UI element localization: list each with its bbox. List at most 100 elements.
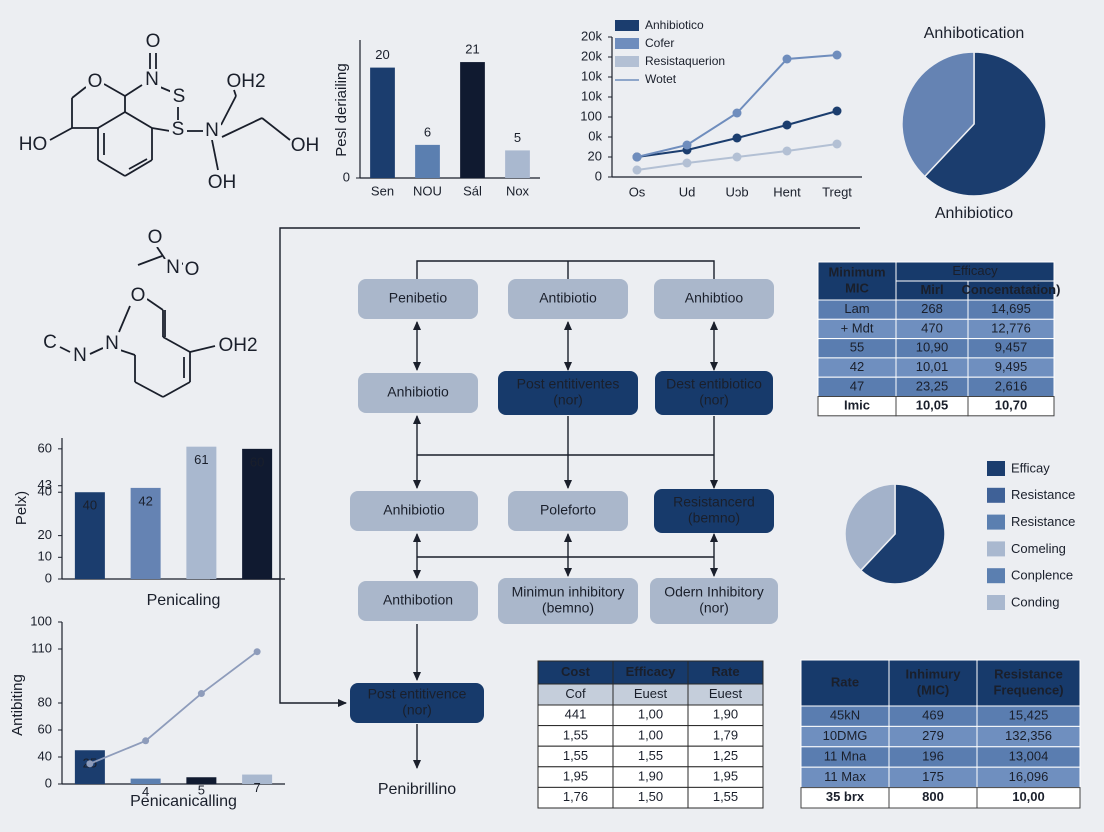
- table-cell-text: 11 Mna: [824, 748, 867, 763]
- line-point: [142, 737, 150, 745]
- bar: [242, 448, 273, 579]
- table-cell-text: 10,70: [995, 398, 1028, 413]
- bar: [186, 446, 217, 579]
- flow-node-label: Post entitiventes: [517, 376, 620, 392]
- series-point: [732, 108, 742, 118]
- x-tick-label: NOU: [413, 183, 442, 198]
- y-tick-label: 20k: [581, 28, 602, 43]
- series-point: [782, 120, 792, 130]
- bond: [162, 336, 191, 353]
- y-tick-label: 0k: [588, 128, 602, 143]
- line-point: [197, 690, 205, 698]
- table-cell-text: 1,79: [713, 727, 738, 742]
- bar: [460, 62, 485, 178]
- table-cell-text: Concentatation): [962, 282, 1061, 297]
- x-axis-label: Penicaling: [147, 592, 221, 609]
- table-cell-text: Euest: [709, 686, 743, 701]
- flow-node-label: Anhibiotio: [383, 502, 445, 518]
- pie-slice: [923, 51, 1047, 197]
- atom-backdrop: [213, 174, 231, 192]
- y-tick-label: 43: [38, 477, 52, 492]
- table-cell-text: 35 brx: [826, 789, 865, 804]
- atom-backdrop: [229, 337, 247, 355]
- table-cell-text: 1,55: [563, 748, 588, 763]
- table-cell-text: Lam: [844, 301, 869, 316]
- x-tick-label: Tregt: [822, 184, 852, 199]
- y-tick-label: 110: [31, 640, 52, 655]
- x-tick-label: Os: [629, 184, 646, 199]
- table-cell-text: 16,096: [1009, 769, 1049, 784]
- atom-label: OH2: [226, 71, 265, 92]
- atom-backdrop: [129, 287, 147, 305]
- y-tick-label: 40: [38, 484, 52, 499]
- table-cell-text: 800: [922, 789, 944, 804]
- y-tick-label: 0: [45, 570, 52, 585]
- connector: [279, 227, 860, 707]
- series-point: [832, 106, 842, 116]
- table-cell-text: + Mdt: [841, 320, 874, 335]
- series-point: [682, 140, 692, 150]
- bar-value-label: 42: [138, 493, 152, 508]
- bar-value-label: 4: [142, 784, 149, 799]
- flow-node: [654, 279, 774, 319]
- legend-swatch: [987, 461, 1005, 476]
- atom-label: N: [105, 333, 119, 354]
- table-cell-text: 47: [850, 378, 864, 393]
- bond: [118, 305, 131, 333]
- y-tick-label: 0: [343, 169, 350, 184]
- bond: [124, 84, 143, 97]
- flow-node-label: Anhibiotio: [387, 384, 449, 400]
- atom-backdrop: [203, 122, 221, 140]
- legend-label: Conding: [1011, 594, 1059, 609]
- table-cell-text: Resistance: [994, 666, 1063, 681]
- table-cell-text: Cof: [565, 686, 586, 701]
- flow-node-label: (nor): [699, 392, 729, 408]
- table-cell-text: 268: [921, 301, 943, 316]
- atom-backdrop: [41, 334, 59, 352]
- table-cell-text: 9,495: [995, 359, 1028, 374]
- x-tick-label: Ud: [679, 184, 696, 199]
- table-cell-text: 469: [922, 708, 944, 723]
- atom-label: HO: [19, 134, 48, 155]
- flow-node: [358, 279, 478, 319]
- table-cell-text: Efficacy: [626, 664, 677, 679]
- bar: [130, 487, 161, 579]
- table-cell-text: 1,90: [638, 769, 663, 784]
- table-cell-text: Mirl: [920, 282, 943, 297]
- flow-node: [498, 578, 638, 624]
- flow-node: [508, 279, 628, 319]
- atom-label: N: [145, 69, 159, 90]
- bar-value-label: 40: [83, 498, 97, 513]
- y-tick-label: 40: [38, 748, 52, 763]
- bond: [261, 117, 291, 141]
- bond: [103, 83, 126, 97]
- pie-slice: [901, 51, 975, 178]
- bar: [74, 492, 105, 579]
- x-tick-label: Sál: [463, 183, 482, 198]
- atom-backdrop: [103, 335, 121, 353]
- bond: [124, 159, 153, 177]
- atom-backdrop: [183, 261, 201, 279]
- table-cell-text: 14,695: [991, 301, 1031, 316]
- line-point: [86, 760, 94, 768]
- series-point: [782, 146, 792, 156]
- table-cell: [976, 787, 1081, 809]
- table-cell: [888, 659, 978, 707]
- bond: [128, 158, 148, 170]
- table-cell-text: 12,776: [991, 320, 1031, 335]
- table-cell-text: Efficacy: [952, 263, 998, 278]
- y-tick-label: 60: [38, 721, 52, 736]
- atom-label: S: [173, 86, 186, 107]
- table-cell-text: 15,425: [1009, 708, 1049, 723]
- atom-backdrop: [170, 88, 188, 106]
- flow-node: [655, 371, 773, 415]
- table-cell-text: 175: [922, 769, 944, 784]
- y-axis-label: Pelx): [13, 491, 30, 525]
- flow-node: [654, 489, 774, 533]
- table-cell-text: 10,90: [916, 340, 949, 355]
- bond: [146, 298, 164, 311]
- table-cell-text: 55: [850, 340, 864, 355]
- table-cell-text: Rate: [831, 674, 859, 689]
